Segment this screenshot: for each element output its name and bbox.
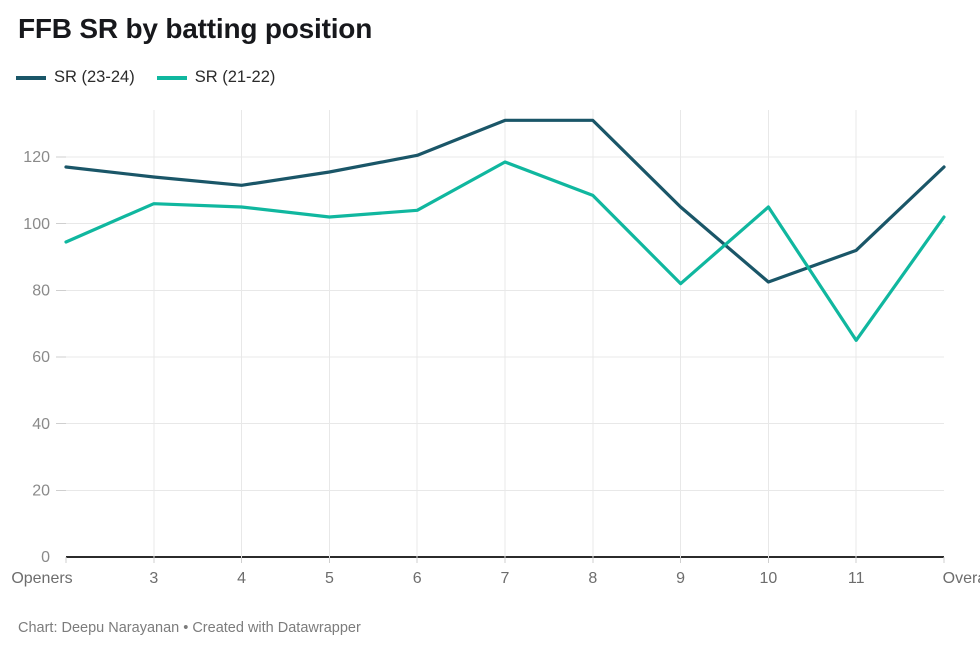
y-axis-tick-label: 60 (32, 349, 50, 366)
x-axis-tick-label: 5 (325, 570, 334, 587)
x-axis-tick-label: 6 (413, 570, 422, 587)
legend-item-series-2[interactable]: SR (21-22) (156, 68, 276, 87)
page-title: FFB SR by batting position (18, 13, 373, 44)
chart-credit: Chart: Deepu Narayanan • Created with Da… (18, 620, 361, 636)
x-axis-tick-label: 4 (237, 570, 246, 587)
legend-label-series-2: SR (21-22) (194, 68, 276, 86)
series-line-2[interactable] (64, 160, 946, 342)
legend-item-series-1[interactable]: SR (23-24) (16, 68, 135, 87)
y-axis-tick-label: 100 (23, 216, 50, 233)
y-axis-tick-label: 40 (32, 416, 50, 433)
x-axis-tick-label: Overall (943, 570, 980, 587)
x-axis-tick-label: 8 (588, 570, 597, 587)
x-axis-tick-label: 3 (149, 570, 158, 587)
legend-label-series-1: SR (23-24) (54, 68, 135, 86)
x-axis-tick-label: 11 (848, 570, 865, 587)
legend-swatch-series-1 (16, 75, 46, 80)
legend-swatch-series-2 (156, 75, 187, 80)
x-axis-tick-label: 9 (676, 570, 685, 587)
chart-legend: SR (23-24) SR (21-22) (16, 68, 275, 87)
series-line-1[interactable] (64, 118, 946, 284)
x-axis-tick-label: Openers (11, 570, 72, 587)
y-axis-tick-label: 120 (23, 149, 50, 166)
x-axis-tick-label: 7 (501, 570, 510, 587)
y-axis-tick-label: 0 (41, 549, 50, 566)
y-axis-tick-label: 20 (32, 483, 50, 500)
x-axis-tick-label: 10 (760, 570, 778, 587)
y-axis-tick-label: 80 (32, 283, 50, 300)
